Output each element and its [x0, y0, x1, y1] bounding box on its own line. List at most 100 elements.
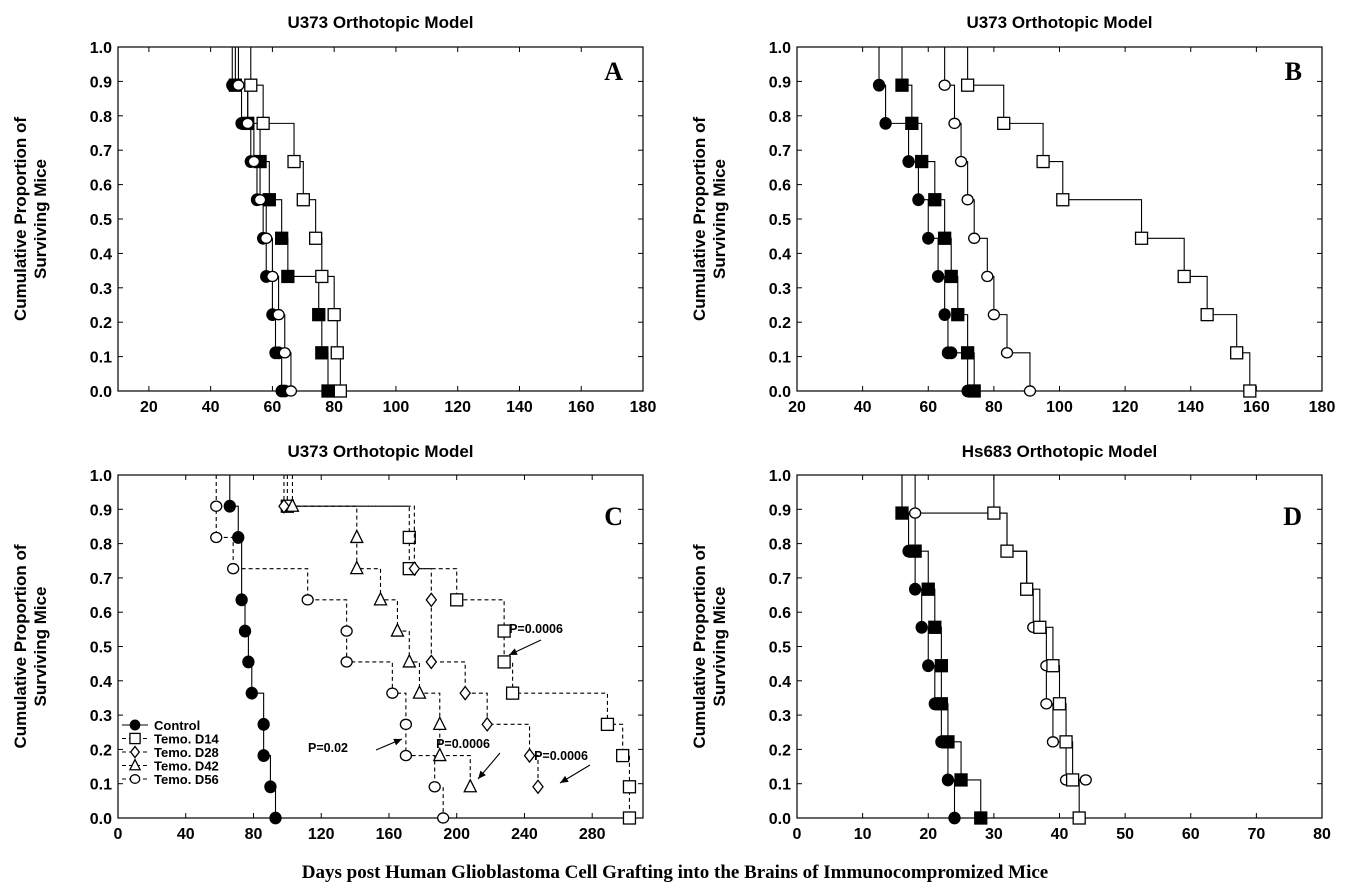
marker-open-square [622, 811, 637, 825]
marker-open-square [997, 116, 1011, 131]
survival-curve [901, 475, 982, 818]
marker-filled-circle [902, 155, 915, 168]
y-tick-label: 0.6 [769, 605, 791, 622]
marker-open-square [327, 307, 341, 322]
marker-filled-circle [948, 811, 961, 825]
marker-open-circle [1023, 385, 1037, 397]
marker-filled-square [954, 773, 968, 787]
y-axis-label: Cumulative Proportion ofSurviving Mice [690, 117, 729, 321]
marker-open-square [1065, 773, 1080, 787]
y-axis-label: Cumulative Proportion ofSurviving Mice [690, 544, 729, 748]
marker-open-square [333, 384, 348, 398]
survival-curve [229, 475, 277, 818]
x-tick-label: 120 [308, 826, 335, 843]
legend-item: Temo. D28 [122, 745, 219, 760]
marker-open-circle [961, 194, 974, 206]
marker-filled-square [312, 307, 326, 322]
marker-filled-square [915, 154, 929, 169]
marker-open-diamond [425, 654, 438, 670]
marker-filled-square [895, 506, 909, 520]
marker-filled-square [934, 697, 949, 711]
y-tick-label: 0.0 [90, 384, 112, 401]
marker-filled-circle [257, 717, 270, 731]
p-value-label: P=0.0006 [534, 749, 588, 763]
series-3 [232, 47, 298, 397]
legend-item: Control [122, 718, 200, 733]
y-tick-label: 0.2 [90, 315, 112, 332]
legend-label: Temo. D42 [154, 759, 219, 774]
y-tick-label: 0.0 [769, 811, 791, 828]
y-tick-label: 0.9 [90, 502, 112, 519]
y-tick-label: 1.0 [90, 40, 112, 57]
marker-open-circle [278, 347, 291, 359]
y-tick-label: 0.6 [90, 605, 112, 622]
y-tick-label: 0.2 [90, 742, 112, 759]
y-tick-label: 0.8 [769, 537, 791, 554]
panel-letter: A [604, 57, 623, 86]
marker-open-square [1072, 811, 1086, 825]
x-tick-label: 0 [793, 826, 802, 843]
marker-filled-circle [242, 655, 255, 669]
arrow-head [560, 775, 569, 783]
y-tick-label: 0.9 [90, 74, 112, 91]
survival-curve [237, 47, 292, 391]
series-4 [244, 47, 348, 398]
marker-filled-square [974, 811, 988, 825]
marker-open-square [1000, 544, 1014, 558]
marker-open-square [616, 748, 630, 763]
marker-filled-circle [129, 719, 141, 731]
y-tick-label: 0.1 [769, 777, 791, 794]
marker-open-triangle [390, 622, 405, 637]
x-tick-label: 140 [506, 399, 533, 416]
marker-open-square [1177, 269, 1191, 284]
marker-open-circle [968, 232, 981, 244]
marker-open-square [402, 530, 416, 545]
marker-open-circle [1079, 774, 1092, 786]
x-tick-label: 70 [1247, 826, 1265, 843]
series-1 [226, 47, 291, 398]
x-tick-label: 120 [1112, 399, 1139, 416]
marker-open-circle [129, 774, 141, 784]
marker-open-circle [437, 812, 450, 824]
series-temo-d28 [278, 475, 544, 795]
y-tick-label: 0.0 [90, 811, 112, 828]
marker-filled-circle [915, 620, 928, 634]
y-axis-label: Cumulative Proportion ofSurviving Mice [11, 117, 50, 321]
marker-open-triangle [432, 747, 447, 762]
y-tick-label: 0.0 [769, 384, 791, 401]
marker-filled-circle [922, 659, 935, 673]
marker-open-circle [210, 500, 223, 512]
marker-open-circle [253, 194, 267, 206]
marker-open-triangle [128, 758, 142, 771]
arrow-head [509, 648, 518, 655]
marker-open-diamond [532, 779, 544, 795]
series-2 [895, 47, 981, 398]
x-tick-label: 40 [202, 399, 220, 416]
marker-open-circle [284, 385, 298, 397]
series-2 [228, 47, 335, 398]
marker-open-circle [399, 749, 413, 762]
marker-open-circle [340, 625, 353, 637]
marker-open-diamond [278, 498, 290, 514]
x-tick-label: 160 [1243, 399, 1270, 416]
marker-open-circle [210, 531, 223, 544]
p-value-annotation: P=0.0006 [534, 749, 591, 784]
y-axis-label: Cumulative Proportion ofSurviving Mice [11, 544, 50, 748]
marker-filled-square [321, 384, 335, 398]
marker-open-square [1033, 620, 1047, 634]
panel-title: Hs683 Orthotopic Model [962, 442, 1158, 461]
marker-open-square [129, 732, 141, 745]
marker-filled-circle [938, 308, 951, 322]
x-tick-label: 240 [511, 826, 538, 843]
panel-title: U373 Orthotopic Model [966, 13, 1152, 32]
x-tick-label: 40 [1051, 826, 1069, 843]
panel-d: Hs683 Orthotopic Model Cumulative Proport… [690, 442, 1331, 843]
marker-filled-square [921, 582, 935, 596]
marker-open-square [960, 78, 975, 92]
marker-open-triangle [373, 591, 388, 606]
marker-filled-square [960, 346, 975, 360]
marker-open-square [1036, 154, 1050, 169]
marker-filled-circle [257, 749, 270, 762]
marker-open-square [1046, 659, 1060, 673]
y-tick-label: 0.1 [769, 350, 791, 367]
